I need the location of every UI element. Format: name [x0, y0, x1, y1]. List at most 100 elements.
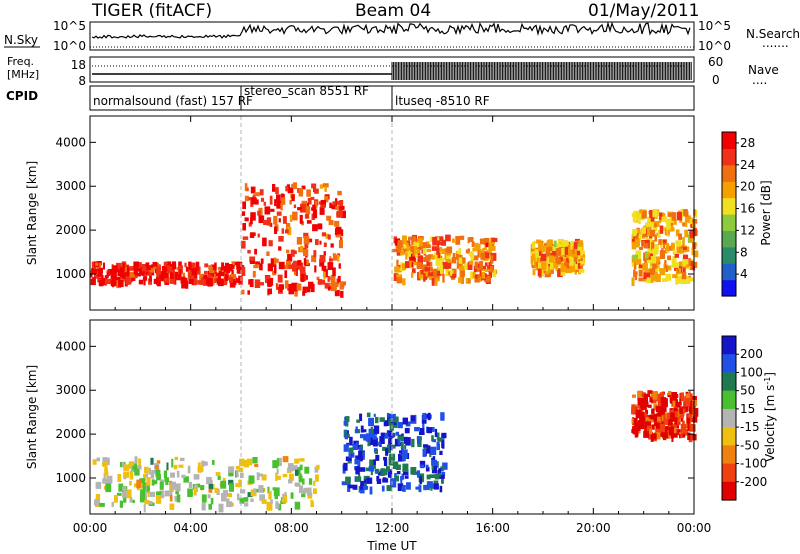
echo-cell — [476, 274, 480, 283]
echo-cell — [675, 278, 678, 285]
echo-cell — [667, 213, 674, 217]
echo-cell — [386, 430, 393, 437]
echo-cell — [641, 404, 647, 410]
echo-cell — [212, 460, 215, 465]
echo-cell — [104, 275, 108, 279]
echo-cell — [183, 476, 189, 483]
echo-cell — [484, 252, 490, 259]
echo-cell — [577, 262, 581, 269]
echo-cell — [460, 270, 465, 277]
echo-cell — [93, 268, 98, 275]
echo-cell — [131, 277, 136, 281]
echo-cell — [276, 211, 282, 216]
echo-cell — [95, 262, 99, 266]
echo-cell — [452, 273, 457, 278]
echo-cell — [185, 266, 189, 272]
echo-cell — [179, 457, 185, 462]
echo-cell — [302, 286, 307, 293]
echo-cell — [247, 492, 253, 498]
echo-cell — [425, 464, 429, 468]
cpid-segment-label: ltuseq -8510 RF — [395, 94, 490, 108]
echo-cell — [474, 261, 478, 269]
echo-cell — [691, 425, 695, 431]
echo-cell — [534, 249, 541, 258]
echo-cell — [691, 247, 695, 256]
echo-cell — [431, 435, 434, 442]
echo-cell — [436, 247, 440, 255]
freq-tick-high: 18 — [71, 58, 86, 72]
echo-cell — [241, 289, 245, 295]
echo-cell — [636, 431, 639, 437]
echo-cell — [411, 236, 414, 246]
echo-cell — [673, 429, 676, 434]
echo-cell — [156, 460, 161, 464]
echo-cell — [141, 264, 147, 272]
echo-cell — [314, 200, 318, 209]
echo-cell — [324, 186, 327, 192]
echo-cell — [133, 262, 139, 268]
echo-cell — [388, 457, 394, 466]
echo-cell — [123, 496, 127, 503]
echo-cell — [687, 277, 691, 284]
colorbar-segment — [722, 372, 736, 392]
echo-cell — [546, 243, 552, 248]
echo-cell — [174, 495, 179, 502]
echo-cell — [667, 255, 671, 260]
echo-cell — [383, 420, 388, 427]
echo-cell — [397, 435, 404, 441]
power-axes: 1000 2000 3000 4000 — [55, 116, 695, 310]
echo-cell — [490, 266, 494, 273]
echo-cell — [567, 249, 572, 258]
echo-cell — [92, 277, 96, 281]
echo-cell — [405, 251, 411, 257]
colorbar-segment — [722, 390, 736, 410]
echo-cell — [149, 268, 155, 273]
echo-cell — [472, 247, 479, 252]
echo-cell — [217, 272, 221, 279]
x-tick-label: 20:00 — [576, 521, 611, 535]
echo-cell — [682, 429, 689, 436]
echo-cell — [219, 271, 224, 277]
echo-cell — [445, 259, 451, 263]
echo-cell — [558, 263, 562, 267]
echo-cell — [438, 472, 442, 477]
echo-cell — [102, 262, 105, 270]
nave-tick-high: 60 — [708, 55, 723, 69]
echo-cell — [400, 442, 404, 448]
echo-cell — [555, 255, 559, 261]
echo-cell — [398, 454, 404, 462]
colorbar-tick-label: 50 — [740, 384, 755, 398]
echo-cell — [294, 261, 300, 270]
echo-cell — [550, 253, 556, 257]
echo-cell — [165, 267, 169, 272]
echo-cell — [332, 201, 336, 206]
echo-cell — [550, 262, 554, 270]
echo-cell — [156, 266, 161, 275]
echo-cell — [556, 260, 559, 270]
echo-cell — [397, 264, 403, 269]
echo-cell — [250, 489, 257, 497]
echo-cell — [410, 246, 416, 253]
echo-cell — [652, 433, 657, 440]
power-colorbar: 4 8 12 16 20 24 28 — [721, 131, 755, 297]
echo-cell — [267, 263, 273, 272]
echo-cell — [433, 483, 439, 490]
echo-cell — [223, 489, 229, 497]
echo-cell — [140, 489, 146, 496]
echo-cell — [382, 478, 389, 483]
echo-cell — [345, 456, 352, 461]
echo-cell — [275, 472, 278, 481]
echo-cell — [666, 419, 673, 423]
echo-cell — [402, 463, 409, 472]
echo-cell — [656, 412, 662, 421]
echo-cell — [367, 439, 371, 447]
echo-cell — [231, 270, 234, 277]
echo-cell — [370, 437, 375, 445]
echo-cell — [116, 492, 122, 496]
echo-cell — [397, 483, 404, 491]
echo-cell — [673, 407, 678, 412]
velocity-ylabel: Slant Range [km] — [25, 365, 39, 469]
echo-cell — [195, 261, 200, 268]
echo-cell — [198, 462, 201, 471]
